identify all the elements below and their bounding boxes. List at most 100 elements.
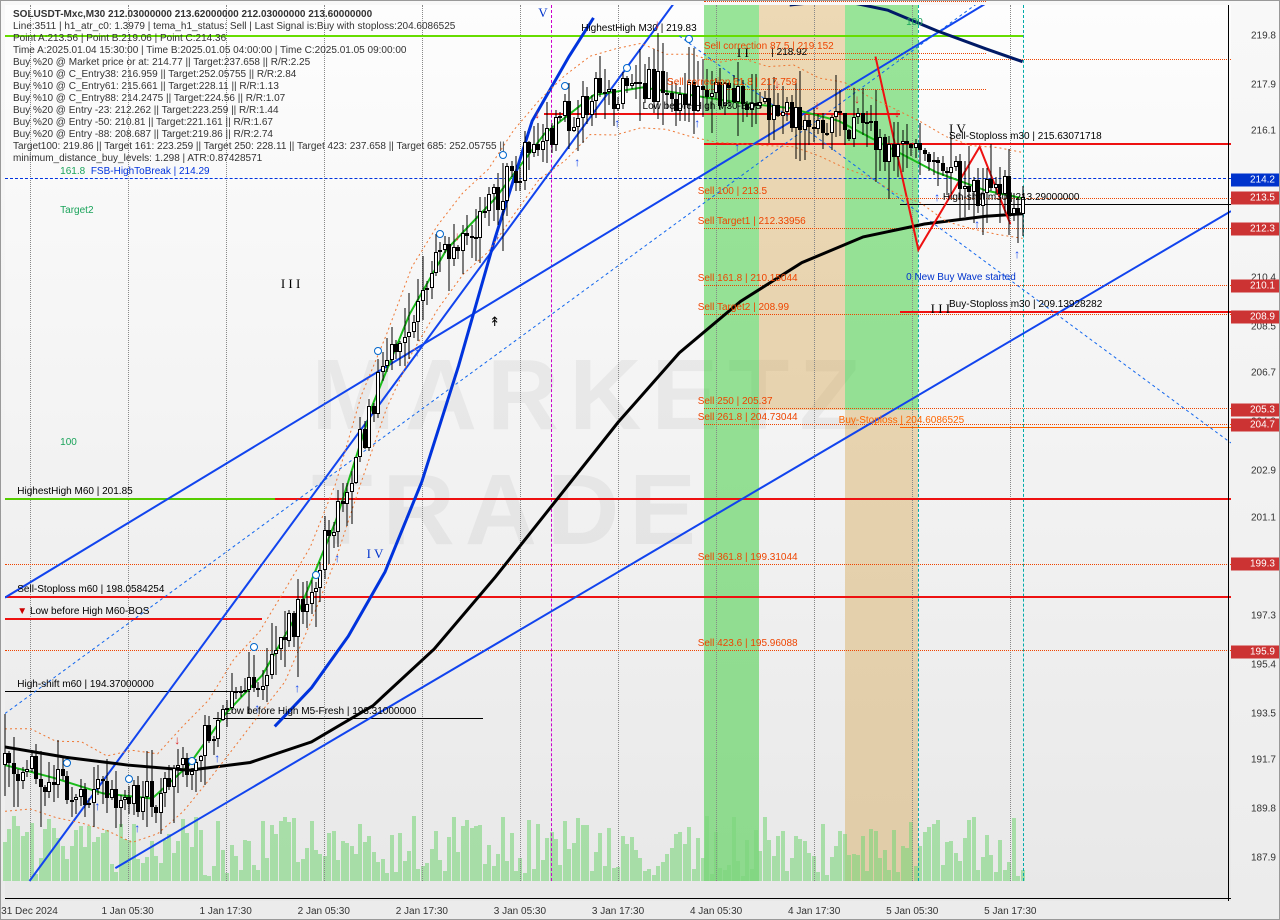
plot-area[interactable]: MARKETZ TRADE HighestHigh M30 | 219.83| …: [5, 5, 1231, 901]
x-tick: 31 Dec 2024: [1, 906, 58, 917]
horizontal-line: [704, 285, 1231, 286]
marker-circle-icon: [188, 757, 196, 765]
volume-bar: [954, 853, 958, 881]
volume-bar: [541, 860, 545, 881]
volume-bar: [598, 833, 602, 881]
volume-bar: [318, 854, 322, 881]
misc-label: 161.8: [60, 166, 85, 177]
volume-bar: [243, 840, 247, 881]
volume-bar: [923, 832, 927, 882]
horizontal-line: [5, 691, 250, 692]
volume-bar: [981, 857, 985, 881]
volume-bar: [869, 829, 873, 881]
down-arrow-icon: ↓: [894, 106, 900, 120]
volume-bar: [670, 848, 674, 881]
volume-bar: [207, 876, 211, 881]
volume-bar: [358, 824, 362, 881]
up-arrow-icon: ↑: [934, 190, 940, 204]
volume-bar: [1003, 870, 1007, 881]
info-line: Buy %10 @ C_Entry88: 214.2475 || Target:…: [13, 93, 505, 105]
info-line: Line:3511 | h1_atr_c0: 1.3979 | tema_h1_…: [13, 21, 505, 33]
volume-bar: [434, 831, 438, 881]
up-arrow-icon: ↑: [414, 345, 420, 359]
volume-bar: [56, 838, 60, 881]
volume-bar: [989, 855, 993, 881]
down-arrow-icon: ↓: [814, 98, 820, 112]
zone-rect: [759, 5, 845, 410]
y-tick: 216.1: [1251, 126, 1276, 137]
volume-bar: [998, 840, 1002, 881]
volume-bar: [438, 860, 442, 881]
volume-bar: [807, 853, 811, 881]
horizontal-line: [704, 314, 1231, 315]
x-tick: 3 Jan 05:30: [494, 906, 546, 917]
volume-bar: [656, 866, 660, 881]
volume-bar: [394, 872, 398, 881]
volume-bar: [510, 833, 514, 881]
volume-bar: [625, 844, 629, 881]
y-tick: 191.7: [1251, 754, 1276, 765]
y-tick: 219.8: [1251, 30, 1276, 41]
volume-bar: [474, 826, 478, 881]
up-arrow-icon: ↑: [134, 821, 140, 835]
volume-bar: [798, 839, 802, 881]
volume-bar: [892, 830, 896, 881]
down-arrow-icon: ↓: [454, 229, 460, 243]
volume-bar: [821, 824, 825, 881]
volume-bar: [350, 846, 354, 881]
volume-bar: [470, 828, 474, 881]
volume-bar: [372, 852, 376, 881]
volume-bar: [914, 866, 918, 881]
volume-bar: [159, 863, 163, 881]
horizontal-line: [704, 408, 1231, 409]
volume-bar: [43, 829, 47, 881]
volume-bar: [363, 842, 367, 881]
volume-bar: [523, 873, 527, 881]
volume-bar: [976, 870, 980, 881]
volume-bar: [327, 833, 331, 881]
volume-bar: [572, 843, 576, 881]
line-label: HighestHigh M60 | 201.85: [17, 486, 132, 497]
horizontal-line: [704, 424, 1231, 425]
x-tick: 2 Jan 17:30: [396, 906, 448, 917]
info-block: SOLUSDT-Mxc,M30 212.03000000 213.6200000…: [13, 9, 505, 165]
volume-bar: [172, 853, 176, 881]
volume-bar: [87, 826, 91, 881]
volume-bar: [34, 874, 38, 881]
marker-circle-icon: [250, 643, 258, 651]
volume-bar: [367, 836, 371, 881]
volume-bar: [932, 824, 936, 881]
volume-bar: [52, 828, 56, 881]
volume-bar: [407, 851, 411, 881]
x-axis: 31 Dec 20241 Jan 05:301 Jan 17:302 Jan 0…: [5, 898, 1231, 919]
volume-bar: [194, 817, 198, 881]
volume-bar: [412, 816, 416, 881]
info-line: Buy %20 @ Entry -23: 212.262 || Target:2…: [13, 105, 505, 117]
volume-bar: [3, 842, 7, 881]
volume-bar: [203, 875, 207, 881]
volume-bar: [612, 868, 616, 881]
volume-bar: [270, 825, 274, 881]
volume-bar: [665, 854, 669, 881]
down-arrow-icon: ↓: [774, 77, 780, 91]
volume-bar: [674, 834, 678, 881]
volume-bar: [221, 850, 225, 881]
x-tick: 3 Jan 17:30: [592, 906, 644, 917]
up-arrow-icon: ↑: [1014, 247, 1020, 261]
volume-bar: [79, 826, 83, 881]
volume-bar: [847, 855, 851, 881]
volume-bar: [230, 845, 234, 881]
volume-bar: [603, 866, 607, 881]
volume-bar: [247, 841, 251, 881]
volume-bar: [381, 859, 385, 881]
volume-bar: [794, 836, 798, 881]
x-tick: 2 Jan 05:30: [298, 906, 350, 917]
info-line: Buy %20 @ Entry -50: 210.81 || Target:22…: [13, 117, 505, 129]
volume-bar: [949, 841, 953, 881]
x-tick: 4 Jan 17:30: [788, 906, 840, 917]
info-line: Point A:213.56 | Point B:219.06 | Point …: [13, 33, 505, 45]
y-tick: 202.9: [1251, 466, 1276, 477]
volume-bar: [492, 866, 496, 881]
volume-bar: [181, 819, 185, 881]
volume-bar: [785, 871, 789, 881]
